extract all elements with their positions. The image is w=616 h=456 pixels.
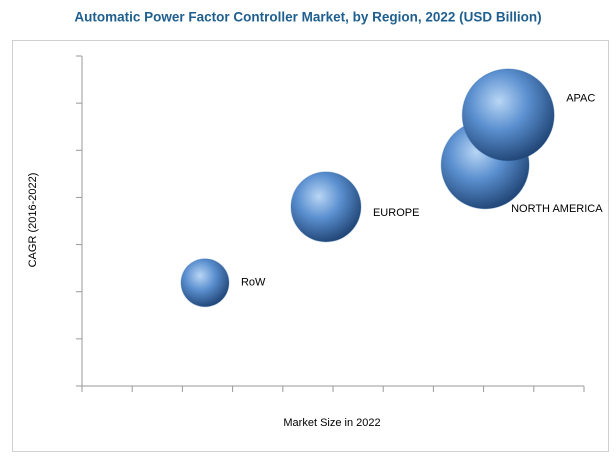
chart-border bbox=[12, 40, 609, 452]
bubble bbox=[290, 171, 362, 243]
bubble-label: EUROPE bbox=[373, 207, 419, 219]
bubble bbox=[461, 68, 555, 162]
x-axis-label: Market Size in 2022 bbox=[283, 417, 380, 429]
y-axis-label: CAGR (2016-2022) bbox=[27, 173, 39, 268]
bubble bbox=[180, 258, 230, 308]
chart-title: Automatic Power Factor Controller Market… bbox=[74, 10, 541, 25]
bubble-label: RoW bbox=[241, 277, 266, 289]
bubble-label: NORTH AMERICA bbox=[511, 203, 603, 215]
bubble-label: APAC bbox=[566, 93, 595, 105]
